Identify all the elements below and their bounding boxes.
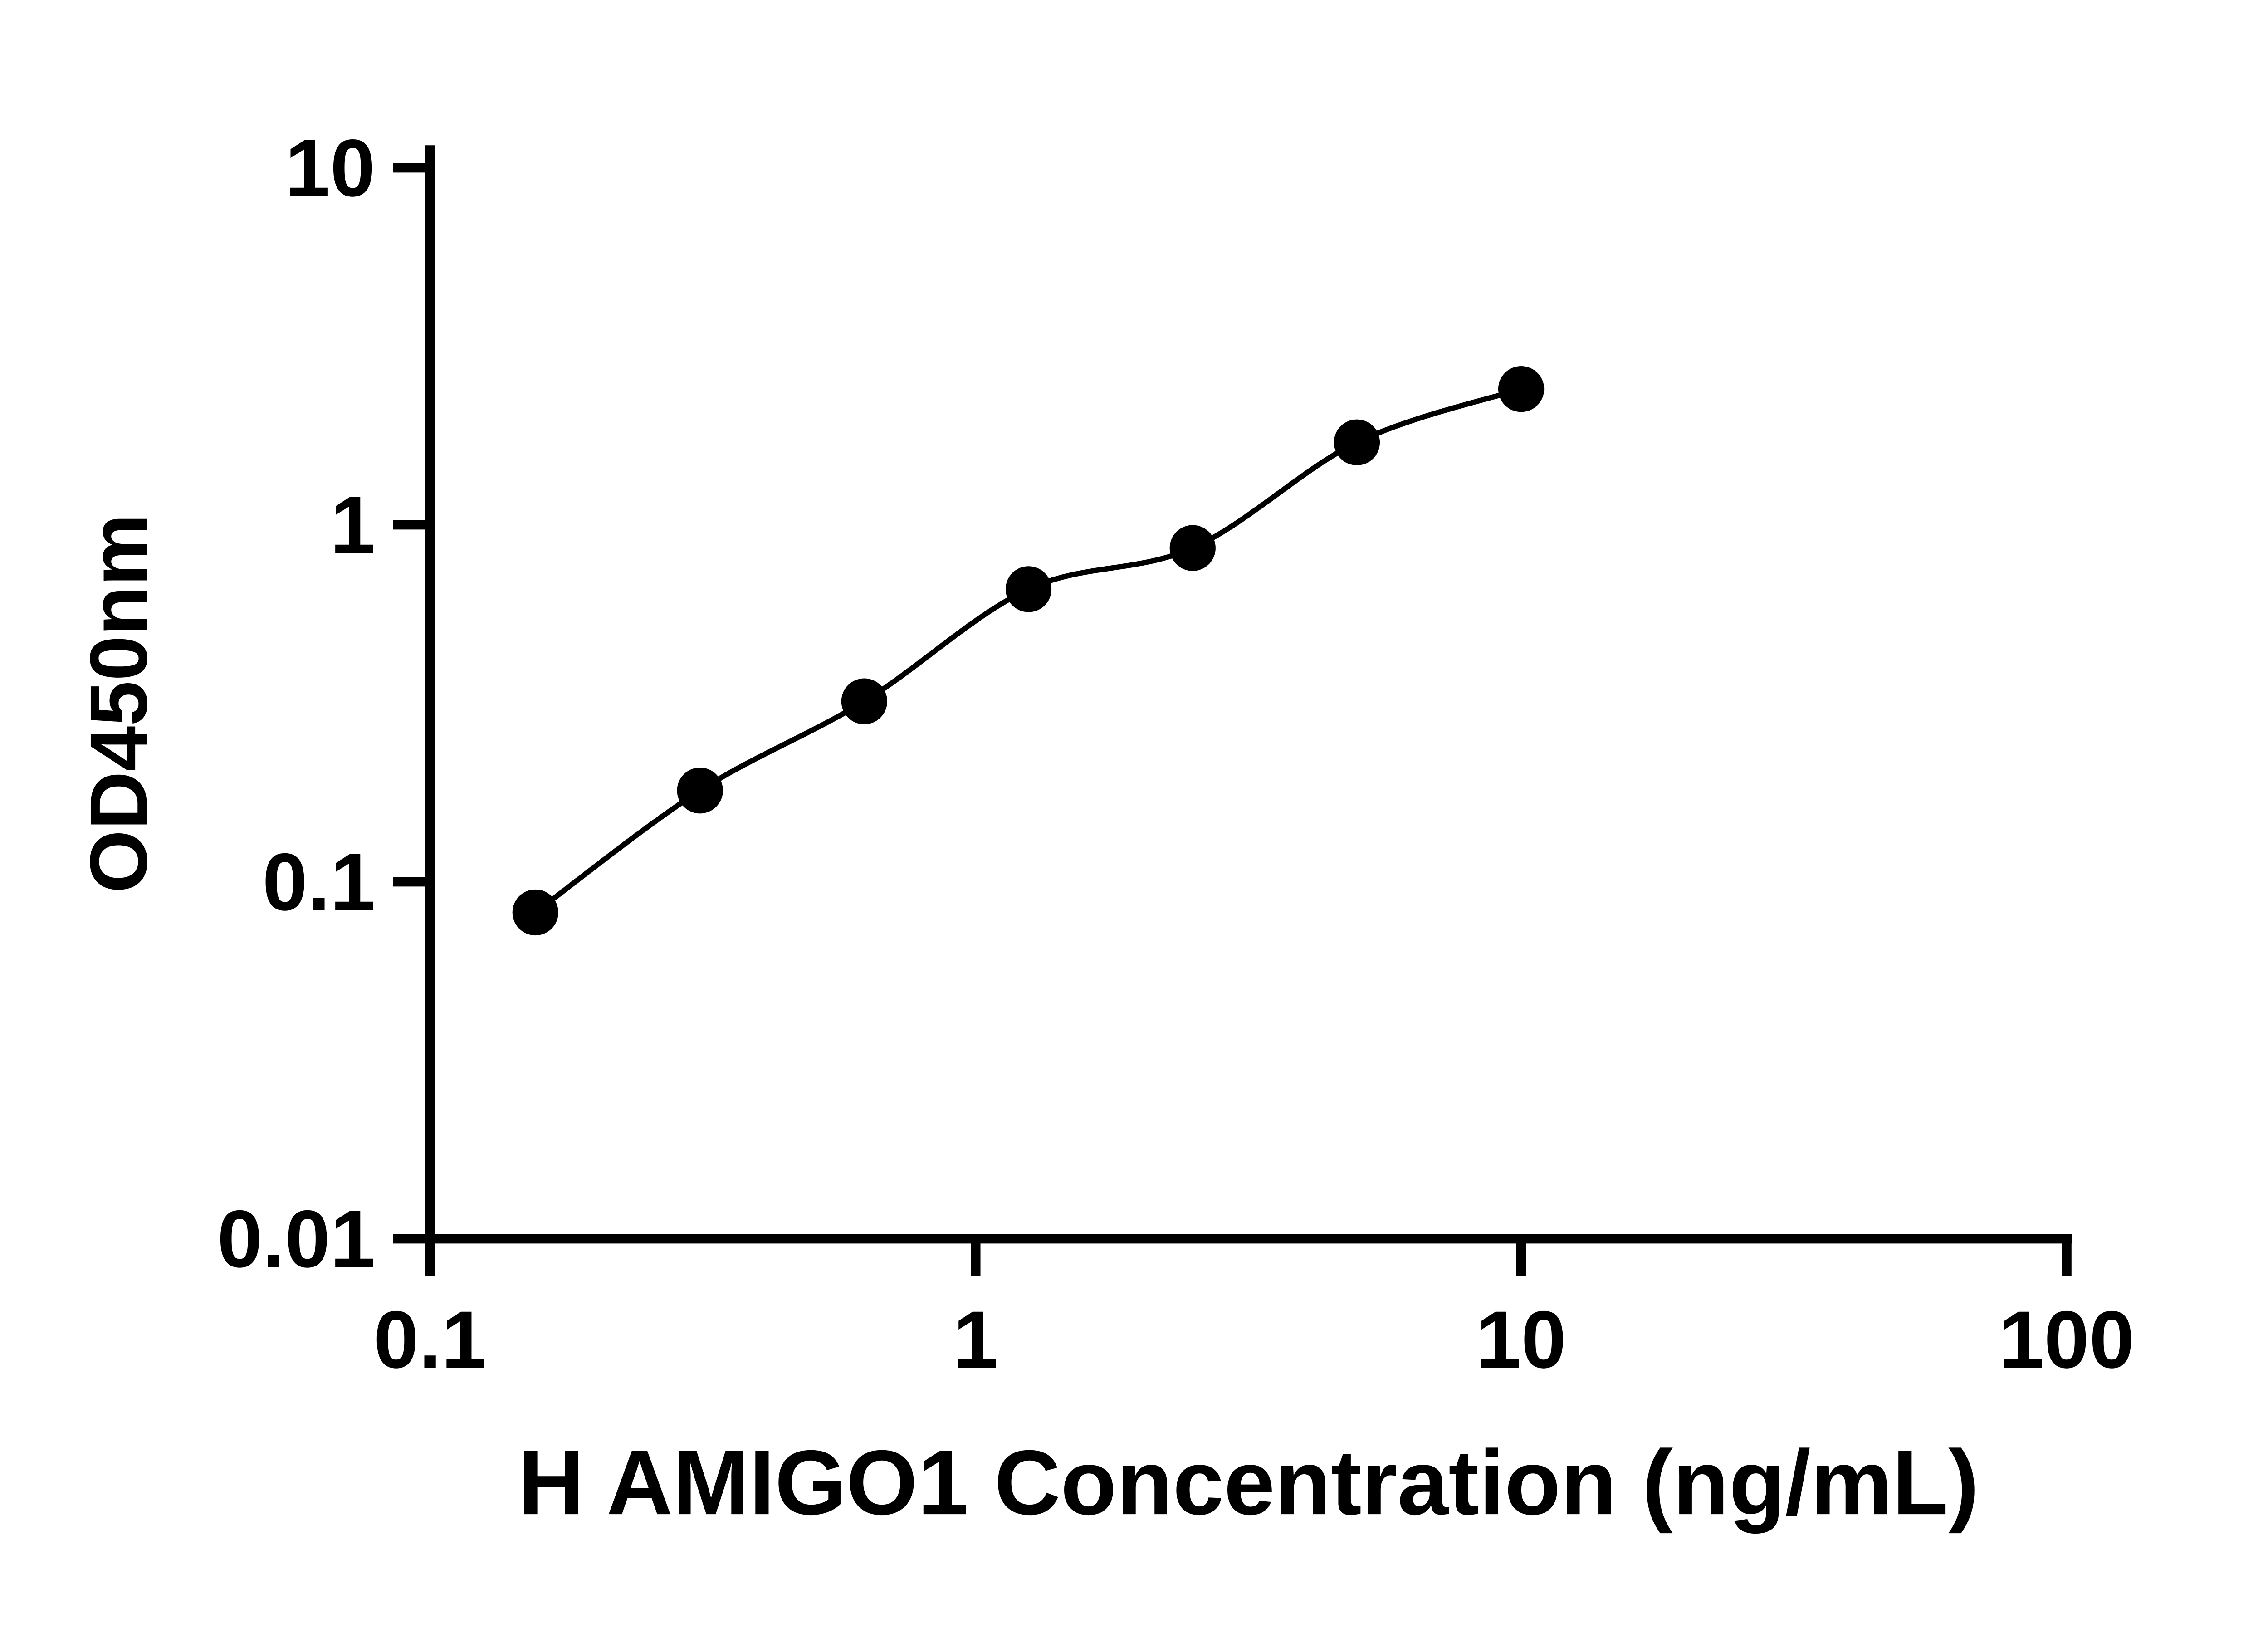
y-tick-label: 0.1 [262,836,375,927]
data-point [1169,525,1216,571]
x-tick-label: 10 [1476,1294,1566,1385]
fit-curve [533,386,1522,915]
x-tick-label: 0.1 [374,1294,487,1385]
x-tick-label: 100 [1999,1294,2135,1385]
y-tick-label: 10 [285,122,375,213]
y-tick-label: 0.01 [217,1193,376,1284]
data-point [512,889,558,936]
data-point [1334,419,1380,465]
y-axis-title: OD450nm [73,514,164,893]
series [512,366,1545,936]
data-point [1005,566,1052,612]
data-point [677,768,723,814]
y-tick-label: 1 [330,479,376,570]
data-point [841,678,887,724]
data-point [1498,366,1545,412]
axes: 0.1 1 10 100 0.01 0.1 1 10 [217,122,2135,1385]
x-axis-title: H AMIGO1 Concentration (ng/mL) [518,1431,1979,1534]
x-tick-label: 1 [953,1294,998,1385]
